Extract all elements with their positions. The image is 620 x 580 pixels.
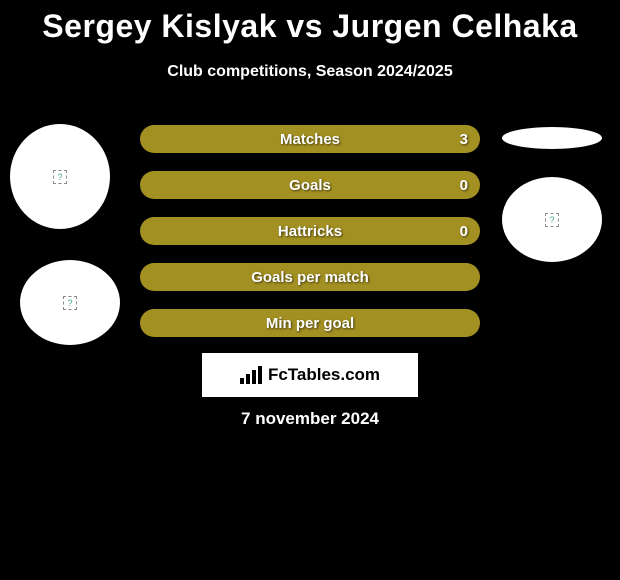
bar-chart-icon (240, 366, 262, 384)
stat-label: Hattricks (278, 223, 342, 240)
image-placeholder-icon: ? (545, 213, 559, 227)
image-placeholder-icon: ? (63, 296, 77, 310)
stat-label: Goals (289, 177, 331, 194)
stat-bar-goals: Goals 0 (140, 171, 480, 199)
stat-value: 3 (460, 131, 468, 148)
player-photo-left-2: ? (20, 260, 120, 345)
stat-label: Goals per match (251, 269, 369, 286)
stat-bar-goals-per-match: Goals per match (140, 263, 480, 291)
date-text: 7 november 2024 (0, 409, 620, 429)
stat-label: Min per goal (266, 315, 354, 332)
decorative-ellipse (502, 127, 602, 149)
stat-bar-matches: Matches 3 (140, 125, 480, 153)
page-title: Sergey Kislyak vs Jurgen Celhaka (0, 0, 620, 45)
stat-value: 0 (460, 223, 468, 240)
player-photo-right: ? (502, 177, 602, 262)
subtitle: Club competitions, Season 2024/2025 (0, 63, 620, 81)
player-photo-left-1: ? (10, 124, 110, 229)
stat-bar-min-per-goal: Min per goal (140, 309, 480, 337)
stat-value: 0 (460, 177, 468, 194)
stat-bar-hattricks: Hattricks 0 (140, 217, 480, 245)
fctables-text: FcTables.com (268, 365, 380, 385)
fctables-badge[interactable]: FcTables.com (202, 353, 418, 397)
image-placeholder-icon: ? (53, 170, 67, 184)
stat-label: Matches (280, 131, 340, 148)
stats-container: Matches 3 Goals 0 Hattricks 0 Goals per … (140, 125, 480, 355)
